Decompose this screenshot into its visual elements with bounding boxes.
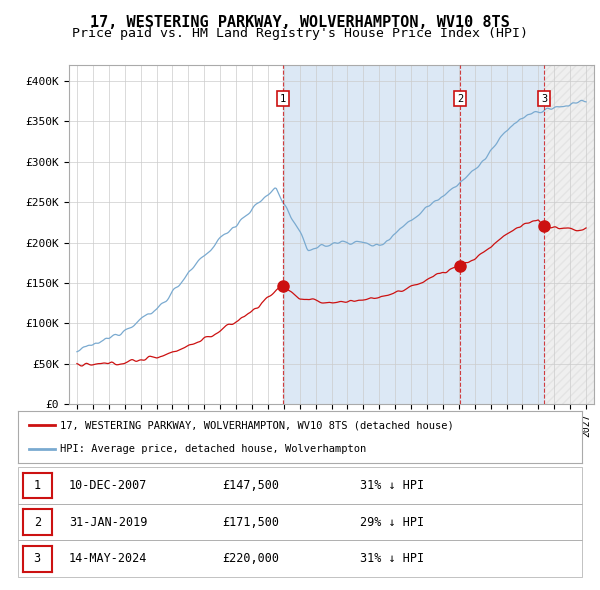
Text: Price paid vs. HM Land Registry's House Price Index (HPI): Price paid vs. HM Land Registry's House …	[72, 27, 528, 40]
Text: HPI: Average price, detached house, Wolverhampton: HPI: Average price, detached house, Wolv…	[60, 444, 367, 454]
Text: 31% ↓ HPI: 31% ↓ HPI	[360, 552, 424, 565]
Text: 1: 1	[280, 94, 286, 104]
Text: 14-MAY-2024: 14-MAY-2024	[69, 552, 148, 565]
Bar	[69, 65, 283, 404]
Text: 17, WESTERING PARKWAY, WOLVERHAMPTON, WV10 8TS: 17, WESTERING PARKWAY, WOLVERHAMPTON, WV…	[90, 15, 510, 30]
Text: 31-JAN-2019: 31-JAN-2019	[69, 516, 148, 529]
Text: 17, WESTERING PARKWAY, WOLVERHAMPTON, WV10 8TS (detached house): 17, WESTERING PARKWAY, WOLVERHAMPTON, WV…	[60, 420, 454, 430]
Text: £220,000: £220,000	[222, 552, 279, 565]
Bar	[544, 65, 594, 404]
Text: 2: 2	[34, 516, 41, 529]
Text: 10-DEC-2007: 10-DEC-2007	[69, 479, 148, 492]
Bar	[544, 65, 594, 404]
Text: 29% ↓ HPI: 29% ↓ HPI	[360, 516, 424, 529]
Text: £171,500: £171,500	[222, 516, 279, 529]
Text: 31% ↓ HPI: 31% ↓ HPI	[360, 479, 424, 492]
Bar	[283, 65, 544, 404]
Text: 2: 2	[457, 94, 463, 104]
Text: 3: 3	[34, 552, 41, 565]
Text: 1: 1	[34, 479, 41, 492]
Text: £147,500: £147,500	[222, 479, 279, 492]
Text: 3: 3	[541, 94, 547, 104]
Bar	[283, 65, 544, 404]
